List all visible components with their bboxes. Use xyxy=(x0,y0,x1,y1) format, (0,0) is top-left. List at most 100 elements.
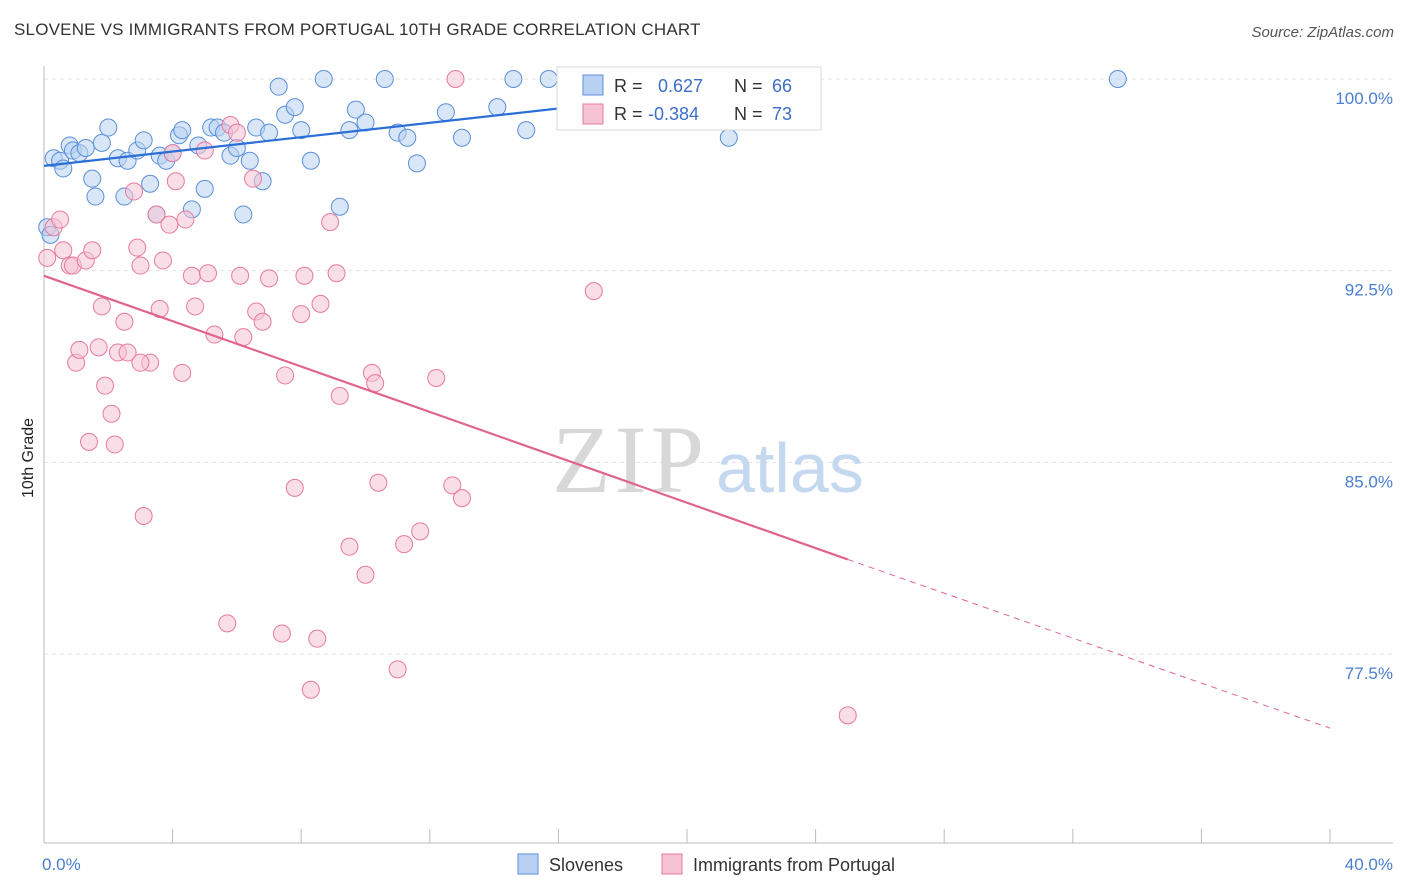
data-point xyxy=(719,128,738,147)
data-point xyxy=(227,123,246,142)
series-immigrants-from-portugal xyxy=(38,70,857,725)
data-point xyxy=(125,182,144,201)
y-tick-label: 100.0% xyxy=(1335,89,1393,108)
data-point xyxy=(285,478,304,497)
x-tick-marks xyxy=(43,829,1331,843)
data-point xyxy=(1108,70,1127,88)
legend-r-label-pink: R = xyxy=(614,104,643,124)
data-point xyxy=(141,174,160,193)
data-point xyxy=(356,565,375,584)
data-point xyxy=(388,660,407,679)
data-point xyxy=(195,179,214,198)
data-point xyxy=(330,386,349,405)
data-point xyxy=(292,305,311,324)
trend-line-immigrants-extrapolated xyxy=(847,558,1331,729)
data-point xyxy=(285,98,304,117)
legend-r-label-blue: R = xyxy=(614,76,643,96)
data-point xyxy=(327,264,346,283)
data-point xyxy=(134,131,153,150)
data-point xyxy=(86,187,105,206)
data-point xyxy=(366,374,385,393)
legend-swatch-blue xyxy=(582,74,604,96)
data-point xyxy=(128,238,147,257)
data-point xyxy=(89,338,108,357)
data-point xyxy=(195,141,214,160)
y-axis-label: 10th Grade xyxy=(20,418,37,498)
data-point xyxy=(99,118,118,137)
data-point xyxy=(105,435,124,454)
bottom-legend-label-slovenes: Slovenes xyxy=(549,855,623,875)
data-point xyxy=(446,70,465,88)
data-point xyxy=(134,507,153,525)
data-point xyxy=(115,312,134,331)
watermark-atlas: atlas xyxy=(716,429,864,507)
data-point xyxy=(411,522,430,541)
data-point xyxy=(308,629,327,648)
data-point xyxy=(182,266,201,285)
data-point xyxy=(231,266,250,285)
data-point xyxy=(314,70,333,88)
y-tick-label: 77.5% xyxy=(1345,664,1393,683)
data-point xyxy=(398,128,417,147)
bottom-legend-label-portugal: Immigrants from Portugal xyxy=(693,855,895,875)
data-point xyxy=(205,325,224,344)
data-point xyxy=(92,297,111,316)
bottom-legend-swatch-portugal xyxy=(661,853,683,875)
data-point xyxy=(166,172,185,191)
data-point xyxy=(452,128,471,147)
data-point xyxy=(176,210,195,229)
data-point xyxy=(240,151,259,170)
data-point xyxy=(173,121,192,140)
data-point xyxy=(330,197,349,216)
data-point xyxy=(269,77,288,96)
data-point xyxy=(70,340,89,359)
x-tick-label-max: 40.0% xyxy=(1345,855,1393,874)
data-point xyxy=(517,121,536,140)
data-point xyxy=(340,537,359,556)
data-point xyxy=(346,100,365,119)
data-point xyxy=(131,353,150,372)
data-point xyxy=(436,103,455,122)
data-point xyxy=(321,213,340,232)
data-point xyxy=(102,404,121,423)
data-point xyxy=(584,282,603,301)
data-point xyxy=(80,432,99,451)
data-point xyxy=(276,366,295,385)
data-point xyxy=(443,476,462,495)
y-tick-label: 85.0% xyxy=(1345,472,1393,491)
data-point xyxy=(488,98,507,117)
legend-n-value-pink: 73 xyxy=(772,104,792,124)
data-point xyxy=(76,139,95,157)
legend-box: R = 0.627 N = 66 R = -0.384 N = 73 xyxy=(556,66,822,131)
data-point xyxy=(173,363,192,382)
data-point xyxy=(253,312,272,331)
data-point xyxy=(260,123,279,142)
data-point xyxy=(153,251,172,270)
data-point xyxy=(147,205,166,224)
data-point xyxy=(272,624,291,643)
legend-n-label-blue: N = xyxy=(734,76,763,96)
y-tick-label: 92.5% xyxy=(1345,281,1393,300)
legend-swatch-pink xyxy=(582,103,604,125)
data-point xyxy=(375,70,394,88)
data-point xyxy=(83,169,102,188)
data-point xyxy=(292,121,311,140)
source-label: Source: ZipAtlas.com xyxy=(1251,24,1394,41)
legend-r-value-blue: 0.627 xyxy=(658,76,703,96)
data-point xyxy=(96,376,115,395)
data-point xyxy=(131,256,150,275)
y-tick-labels: 77.5% 85.0% 92.5% 100.0% xyxy=(1335,89,1393,683)
data-point xyxy=(234,205,253,224)
data-point xyxy=(160,215,179,234)
data-point xyxy=(260,269,279,288)
bottom-legend: Slovenes Immigrants from Portugal xyxy=(517,853,895,875)
data-point xyxy=(118,343,137,362)
trend-line-immigrants-from-portugal xyxy=(43,274,849,561)
data-point xyxy=(369,473,388,492)
bottom-legend-swatch-slovenes xyxy=(517,853,539,875)
data-point xyxy=(92,133,111,152)
data-point xyxy=(539,70,558,88)
data-point xyxy=(301,680,320,699)
data-point xyxy=(51,210,70,229)
